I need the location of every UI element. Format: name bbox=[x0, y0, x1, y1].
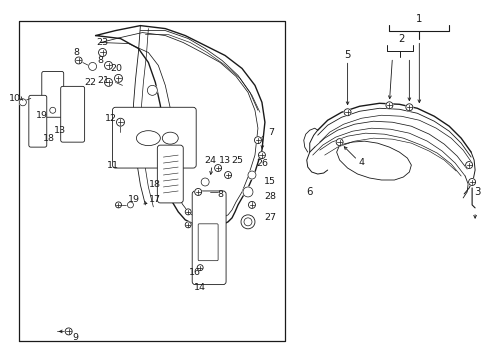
Text: 11: 11 bbox=[106, 161, 118, 170]
Circle shape bbox=[20, 99, 26, 106]
Text: 8: 8 bbox=[74, 48, 80, 57]
Circle shape bbox=[116, 118, 124, 126]
Circle shape bbox=[115, 202, 121, 208]
Text: 26: 26 bbox=[255, 158, 267, 167]
Text: 16: 16 bbox=[189, 268, 201, 277]
Circle shape bbox=[214, 165, 221, 171]
Text: 27: 27 bbox=[264, 213, 275, 222]
Text: 18: 18 bbox=[149, 180, 161, 189]
Text: 15: 15 bbox=[264, 177, 275, 186]
Circle shape bbox=[50, 107, 56, 113]
Text: 10: 10 bbox=[9, 94, 21, 103]
Circle shape bbox=[104, 62, 112, 69]
Circle shape bbox=[197, 265, 203, 271]
Text: 2: 2 bbox=[397, 33, 404, 44]
Text: 12: 12 bbox=[104, 114, 116, 123]
Ellipse shape bbox=[162, 132, 178, 144]
Text: 6: 6 bbox=[306, 187, 312, 197]
Circle shape bbox=[344, 109, 350, 116]
Text: 24: 24 bbox=[203, 156, 216, 165]
FancyBboxPatch shape bbox=[41, 71, 63, 117]
FancyBboxPatch shape bbox=[112, 107, 196, 168]
Text: 20: 20 bbox=[110, 64, 122, 73]
Circle shape bbox=[468, 179, 475, 185]
Circle shape bbox=[114, 75, 122, 82]
Text: 25: 25 bbox=[230, 156, 243, 165]
Text: 17: 17 bbox=[149, 195, 161, 204]
FancyBboxPatch shape bbox=[157, 145, 183, 203]
Text: 28: 28 bbox=[264, 193, 275, 202]
Circle shape bbox=[127, 202, 133, 208]
Circle shape bbox=[99, 49, 106, 57]
Text: 13: 13 bbox=[219, 156, 231, 165]
Ellipse shape bbox=[136, 131, 160, 146]
FancyBboxPatch shape bbox=[192, 191, 225, 285]
Text: 22: 22 bbox=[84, 78, 97, 87]
Circle shape bbox=[241, 215, 254, 229]
Circle shape bbox=[147, 85, 157, 95]
Text: 13: 13 bbox=[54, 126, 66, 135]
Text: 8: 8 bbox=[98, 56, 103, 65]
Circle shape bbox=[465, 162, 471, 168]
FancyBboxPatch shape bbox=[198, 224, 218, 261]
Circle shape bbox=[201, 178, 209, 186]
Circle shape bbox=[247, 171, 255, 179]
Circle shape bbox=[185, 222, 191, 228]
Circle shape bbox=[335, 139, 343, 146]
Text: 18: 18 bbox=[42, 134, 55, 143]
FancyBboxPatch shape bbox=[29, 95, 47, 147]
Circle shape bbox=[243, 187, 252, 197]
Text: 19: 19 bbox=[36, 111, 48, 120]
Circle shape bbox=[385, 102, 392, 109]
Text: 23: 23 bbox=[96, 38, 108, 47]
Text: 5: 5 bbox=[344, 50, 350, 60]
Circle shape bbox=[248, 201, 255, 208]
Text: 8: 8 bbox=[217, 190, 223, 199]
Circle shape bbox=[405, 104, 412, 111]
Text: 9: 9 bbox=[73, 333, 79, 342]
Text: 21: 21 bbox=[97, 76, 109, 85]
Text: 1: 1 bbox=[415, 14, 422, 24]
Circle shape bbox=[254, 137, 261, 144]
Circle shape bbox=[88, 62, 96, 71]
Circle shape bbox=[244, 218, 251, 226]
Text: 3: 3 bbox=[473, 187, 479, 197]
Text: 14: 14 bbox=[194, 283, 206, 292]
Circle shape bbox=[185, 209, 191, 215]
Circle shape bbox=[224, 171, 231, 179]
FancyBboxPatch shape bbox=[61, 86, 84, 142]
Text: 4: 4 bbox=[358, 158, 364, 167]
Circle shape bbox=[65, 328, 72, 335]
Text: 7: 7 bbox=[267, 128, 273, 137]
Circle shape bbox=[75, 57, 82, 64]
Circle shape bbox=[258, 152, 265, 159]
Text: 19: 19 bbox=[128, 195, 140, 204]
Circle shape bbox=[194, 189, 201, 195]
Circle shape bbox=[104, 78, 112, 86]
